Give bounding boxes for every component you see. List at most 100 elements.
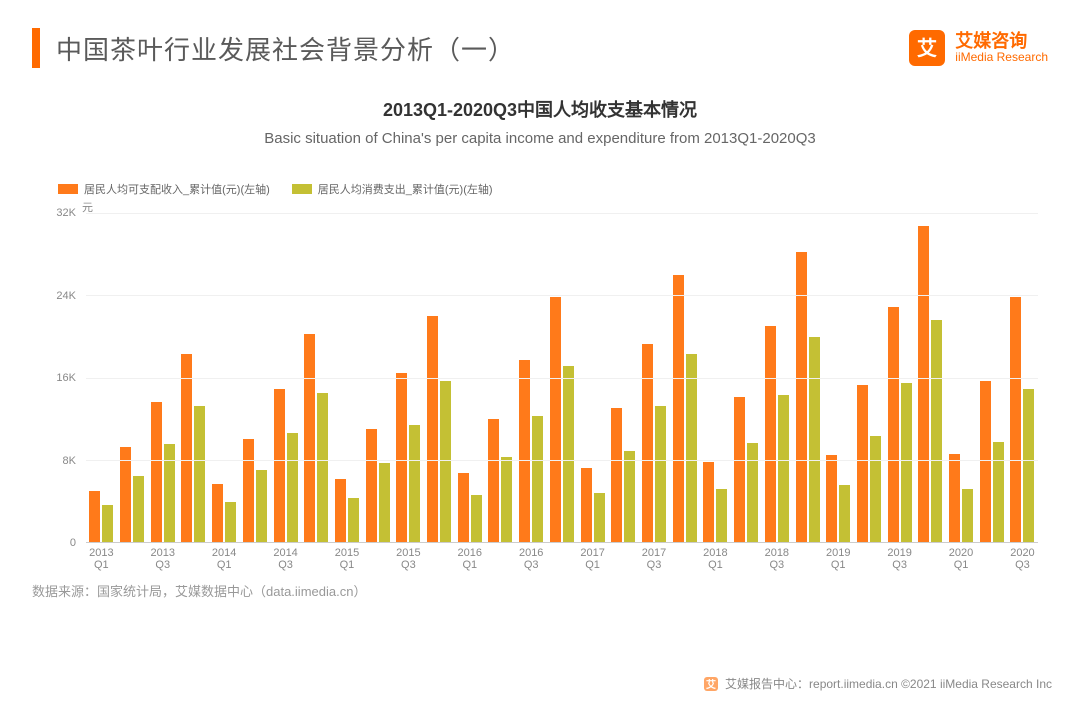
svg-text:艾: 艾	[917, 37, 937, 60]
bar-expenditure	[471, 495, 482, 542]
bar-income	[427, 316, 438, 542]
bar-income	[488, 419, 499, 542]
bar-expenditure	[1023, 389, 1034, 542]
chart-titles: 2013Q1-2020Q3中国人均收支基本情况 Basic situation …	[32, 96, 1048, 147]
data-source: 数据来源：国家统计局，艾媒数据中心（data.iimedia.cn）	[32, 581, 1048, 600]
x-tick-label: 2019 Q1	[823, 547, 854, 567]
x-tick-label: 2013 Q1	[86, 547, 117, 567]
bar-expenditure	[133, 476, 144, 542]
x-tick-label: 2018 Q3	[761, 547, 792, 567]
brand-text: 艾媒咨询 iiMedia Research	[955, 32, 1048, 65]
title-accent-bar	[32, 28, 40, 68]
x-spacer	[117, 547, 148, 567]
bar-expenditure	[993, 442, 1004, 542]
legend-item-income: 居民人均可支配收入_累计值(元)(左轴)	[58, 181, 270, 197]
legend-item-expenditure: 居民人均消费支出_累计值(元)(左轴)	[292, 181, 493, 197]
bar-income	[212, 484, 223, 542]
bar-income	[519, 360, 530, 542]
bar-income	[396, 373, 407, 542]
x-tick-label: 2017 Q3	[639, 547, 670, 567]
grid-line	[86, 295, 1038, 296]
x-tick-label: 2016 Q3	[516, 547, 547, 567]
bar-expenditure	[931, 320, 942, 542]
bar-expenditure	[624, 451, 635, 543]
bar-income	[550, 297, 561, 542]
bar-income	[243, 439, 254, 542]
bar-income	[918, 226, 929, 542]
grid-line	[86, 460, 1038, 461]
x-spacer	[792, 547, 823, 567]
bar-expenditure	[962, 489, 973, 542]
bar-expenditure	[287, 433, 298, 542]
legend-swatch-income	[58, 184, 78, 194]
x-tick-label: 2017 Q1	[577, 547, 608, 567]
bar-income	[274, 389, 285, 542]
footer-logo-icon: 艾	[703, 676, 719, 692]
x-spacer	[669, 547, 700, 567]
x-tick-label: 2020 Q3	[1007, 547, 1038, 567]
bar-income	[642, 344, 653, 542]
chart-legend: 居民人均可支配收入_累计值(元)(左轴) 居民人均消费支出_累计值(元)(左轴)	[58, 181, 1048, 197]
bar-expenditure	[655, 406, 666, 542]
bar-income	[581, 468, 592, 542]
bar-income	[888, 307, 899, 542]
bar-expenditure	[778, 395, 789, 542]
bar-income	[826, 455, 837, 542]
y-tick-label: 0	[70, 537, 76, 549]
svg-text:艾: 艾	[706, 678, 716, 691]
bar-income	[1010, 297, 1021, 542]
bar-expenditure	[317, 393, 328, 542]
x-spacer	[915, 547, 946, 567]
bar-expenditure	[379, 463, 390, 542]
brand-logo-icon: 艾	[907, 28, 947, 68]
bar-expenditure	[225, 502, 236, 542]
legend-label-expenditure: 居民人均消费支出_累计值(元)(左轴)	[318, 181, 493, 197]
bar-expenditure	[102, 505, 113, 542]
x-spacer	[547, 547, 578, 567]
bar-income	[703, 462, 714, 542]
bar-income	[335, 479, 346, 542]
grid-line	[86, 213, 1038, 214]
bar-expenditure	[594, 493, 605, 542]
bar-income	[980, 381, 991, 542]
x-tick-label: 2013 Q3	[147, 547, 178, 567]
bar-expenditure	[809, 337, 820, 542]
bar-income	[949, 454, 960, 542]
brand-name-en: iiMedia Research	[955, 51, 1048, 64]
bar-expenditure	[409, 425, 420, 542]
grid-line	[86, 378, 1038, 379]
bar-income	[366, 429, 377, 542]
bar-income	[611, 408, 622, 542]
bar-expenditure	[839, 485, 850, 542]
bar-expenditure	[501, 457, 512, 542]
footer: 艾 艾媒报告中心：report.iimedia.cn ©2021 iiMedia…	[703, 675, 1052, 692]
plot-area	[86, 213, 1038, 543]
chart-area: 元 08K16K24K32K 2013 Q12013 Q32014 Q12014…	[42, 203, 1048, 573]
bar-income	[304, 334, 315, 542]
x-spacer	[731, 547, 762, 567]
bar-expenditure	[716, 489, 727, 542]
y-tick-label: 16K	[56, 372, 76, 384]
bar-income	[89, 491, 100, 542]
brand-name-cn: 艾媒咨询	[955, 32, 1048, 52]
header: 中国茶叶行业发展社会背景分析（一） 艾 艾媒咨询 iiMedia Researc…	[32, 28, 1048, 68]
x-spacer	[240, 547, 271, 567]
brand-logo-block: 艾 艾媒咨询 iiMedia Research	[907, 28, 1048, 68]
x-tick-label: 2018 Q1	[700, 547, 731, 567]
bar-income	[151, 402, 162, 542]
bar-income	[857, 385, 868, 542]
bar-expenditure	[440, 381, 451, 542]
bar-expenditure	[686, 354, 697, 542]
y-axis: 08K16K24K32K	[42, 213, 82, 543]
chart-title-cn: 2013Q1-2020Q3中国人均收支基本情况	[32, 96, 1048, 122]
bar-income	[765, 326, 776, 542]
chart-title-en: Basic situation of China's per capita in…	[32, 130, 1048, 147]
bar-expenditure	[194, 406, 205, 542]
page-title: 中国茶叶行业发展社会背景分析（一）	[56, 30, 515, 67]
bar-expenditure	[747, 443, 758, 542]
bar-expenditure	[870, 436, 881, 542]
x-tick-label: 2019 Q3	[884, 547, 915, 567]
bar-income	[734, 397, 745, 542]
x-tick-label: 2015 Q3	[393, 547, 424, 567]
x-spacer	[976, 547, 1007, 567]
